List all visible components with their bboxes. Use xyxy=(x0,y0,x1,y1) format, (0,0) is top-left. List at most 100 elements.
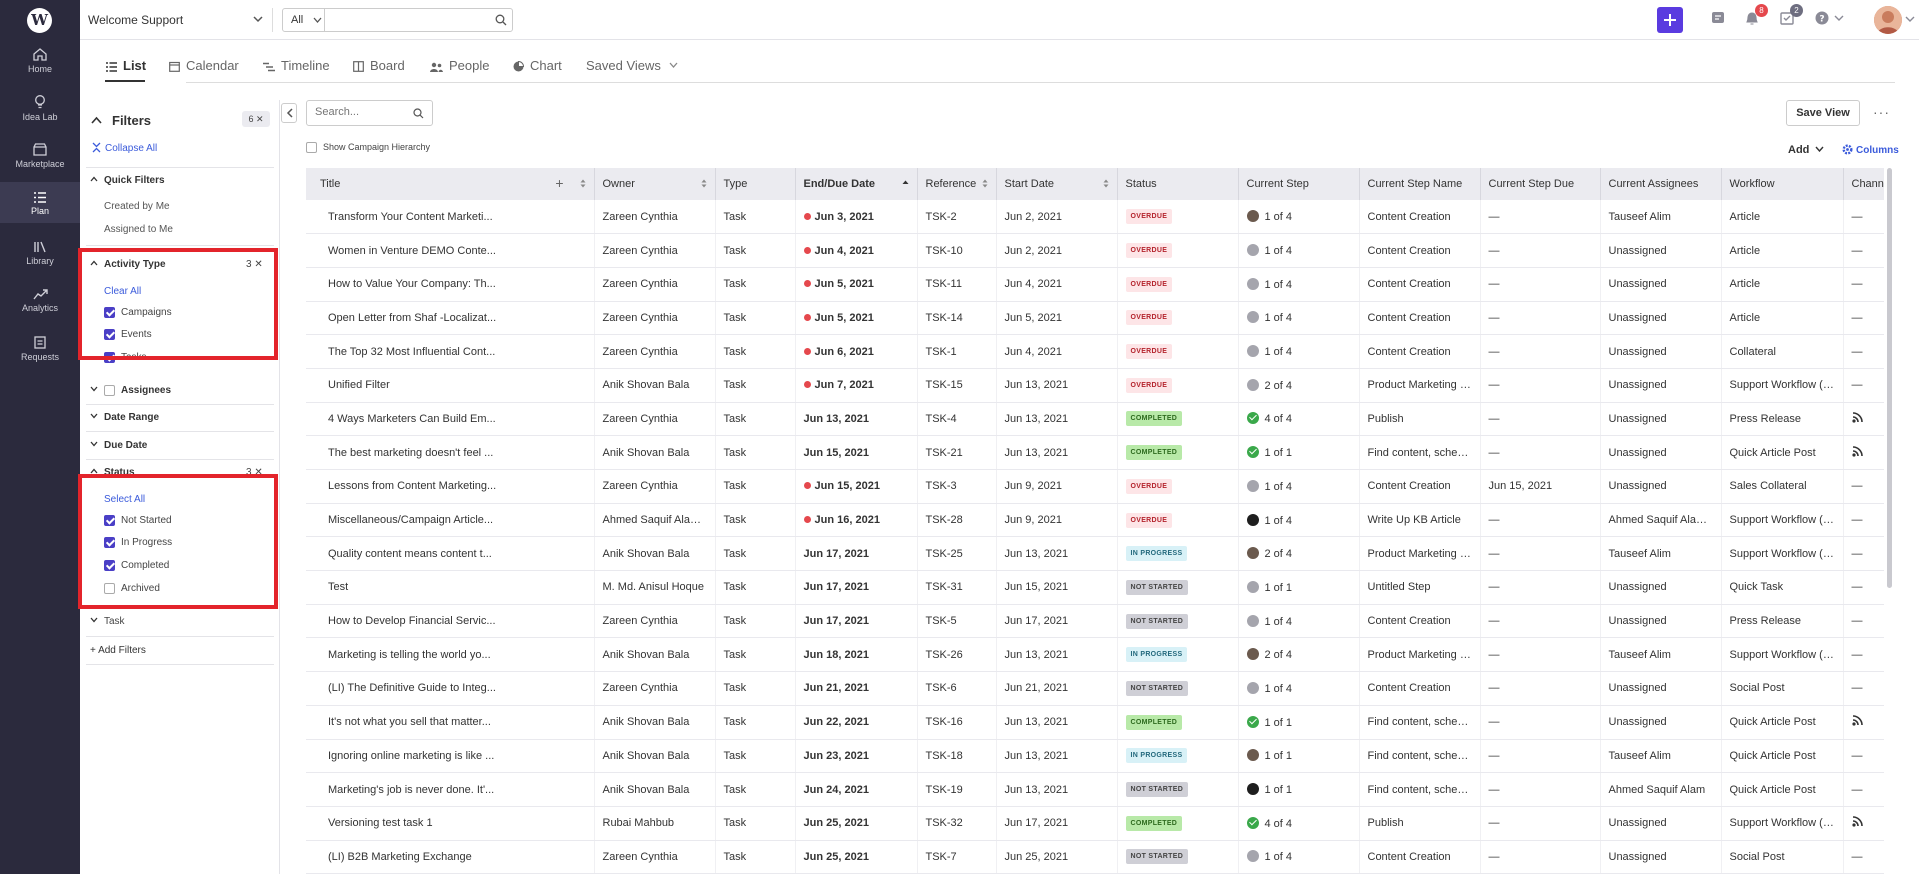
column-header-current-step-due[interactable]: Current Step Due xyxy=(1480,168,1601,200)
quick-filter-assigned-to-me[interactable]: Assigned to Me xyxy=(104,224,173,235)
cell-title[interactable]: Miscellaneous/Campaign Article... xyxy=(306,503,595,538)
column-header-current-assignees[interactable]: Current Assignees xyxy=(1600,168,1722,200)
tab-board[interactable]: Board xyxy=(353,58,405,73)
chevron-down-icon[interactable] xyxy=(252,12,264,26)
search-scope-select[interactable]: All xyxy=(283,9,325,31)
cell-title[interactable]: The Top 32 Most Influential Cont... xyxy=(306,334,595,369)
item-title-link[interactable]: (LI) The Definitive Guide to Integ... xyxy=(328,682,496,695)
table-row[interactable]: 4 Ways Marketers Can Build Em... Zareen C… xyxy=(306,402,1884,437)
column-header-title[interactable]: Title + xyxy=(306,168,595,200)
table-row[interactable]: (LI) B2B Marketing Exchange Zareen Cynthi… xyxy=(306,840,1884,874)
quick-filter-created-by-me[interactable]: Created by Me xyxy=(104,201,170,212)
item-title-link[interactable]: It's not what you sell that matter... xyxy=(328,716,491,729)
table-row[interactable]: Open Letter from Shaf -Localizat... Zaree… xyxy=(306,301,1884,336)
nav-item-plan[interactable]: Plan xyxy=(0,182,80,223)
columns-button[interactable]: Columns xyxy=(1842,144,1899,156)
cell-title[interactable]: Test xyxy=(306,570,595,605)
table-row[interactable]: Lessons from Content Marketing... Zareen … xyxy=(306,469,1884,504)
column-header-owner[interactable]: Owner xyxy=(594,168,716,200)
table-row[interactable]: Miscellaneous/Campaign Article... Ahmed S… xyxy=(306,503,1884,538)
section-date-range[interactable]: Date Range xyxy=(90,412,159,423)
checkbox-campaigns[interactable] xyxy=(104,307,115,318)
help-menu[interactable]: ? xyxy=(1815,11,1845,27)
column-header-status[interactable]: Status xyxy=(1117,168,1239,200)
item-title-link[interactable]: Transform Your Content Marketi... xyxy=(328,210,493,223)
table-row[interactable]: Marketing is telling the world yo... Anik… xyxy=(306,637,1884,673)
section-task[interactable]: Task xyxy=(90,616,125,627)
item-title-link[interactable]: The best marketing doesn't feel ... xyxy=(328,446,494,459)
clear-icon[interactable]: ✕ xyxy=(254,259,263,270)
table-row[interactable]: Versioning test task 1 Rubai Mahbub Task Ju… xyxy=(306,806,1884,841)
nav-item-analytics[interactable]: Analytics xyxy=(0,289,80,319)
user-avatar[interactable] xyxy=(1874,6,1902,34)
clear-all-link[interactable]: Clear All xyxy=(104,286,142,297)
nav-item-home[interactable]: Home xyxy=(0,48,80,78)
item-title-link[interactable]: Ignoring online marketing is like ... xyxy=(328,749,495,762)
cell-title[interactable]: Versioning test task 1 xyxy=(306,806,595,841)
list-search[interactable] xyxy=(306,100,433,126)
tab-timeline[interactable]: Timeline xyxy=(263,58,330,73)
table-row[interactable]: Test M. Md. Anisul Hoque Task Jun 17, 2021 T… xyxy=(306,570,1884,605)
column-header-reference[interactable]: Reference xyxy=(917,168,997,200)
cell-title[interactable]: How to Value Your Company: Th... xyxy=(306,267,595,302)
cell-title[interactable]: 4 Ways Marketers Can Build Em... xyxy=(306,402,595,437)
column-header-channel[interactable]: Channe xyxy=(1843,168,1884,200)
cell-title[interactable]: Open Letter from Shaf -Localizat... xyxy=(306,301,595,336)
item-title-link[interactable]: Test xyxy=(328,581,349,594)
clear-filters-icon[interactable]: ✕ xyxy=(255,114,264,124)
checkbox-events[interactable] xyxy=(104,329,115,340)
cell-title[interactable]: (LI) B2B Marketing Exchange xyxy=(306,840,595,874)
table-row[interactable]: Unified Filter Anik Shovan Bala Task Jun 7,… xyxy=(306,368,1884,403)
cell-title[interactable]: The best marketing doesn't feel ... xyxy=(306,435,595,470)
cell-title[interactable]: Quality content means content t... xyxy=(306,536,595,572)
item-title-link[interactable]: (LI) B2B Marketing Exchange xyxy=(328,850,472,863)
item-title-link[interactable]: How to Value Your Company: Th... xyxy=(328,278,496,291)
nav-item-library[interactable]: Library xyxy=(0,241,80,271)
column-header-start-date[interactable]: Start Date xyxy=(996,168,1118,200)
item-title-link[interactable]: 4 Ways Marketers Can Build Em... xyxy=(328,412,496,425)
item-title-link[interactable]: The Top 32 Most Influential Cont... xyxy=(328,345,496,358)
tab-chart[interactable]: Chart xyxy=(513,58,562,73)
cell-title[interactable]: Women in Venture DEMO Conte... xyxy=(306,233,595,268)
checkbox-show-hierarchy[interactable] xyxy=(306,142,317,153)
checkbox-archived[interactable] xyxy=(104,583,115,594)
add-menu-button[interactable]: Add xyxy=(1788,144,1824,156)
search-icon[interactable] xyxy=(413,108,424,119)
checkbox-assignees[interactable] xyxy=(104,385,115,396)
list-search-input[interactable] xyxy=(315,106,411,118)
table-row[interactable]: The best marketing doesn't feel ... Anik … xyxy=(306,435,1884,470)
collapse-filters-button[interactable] xyxy=(281,103,297,123)
tab-calendar[interactable]: Calendar xyxy=(169,58,239,73)
app-logo[interactable]: W xyxy=(27,8,52,33)
save-view-button[interactable]: Save View xyxy=(1786,100,1860,126)
item-title-link[interactable]: Miscellaneous/Campaign Article... xyxy=(328,514,494,527)
chevron-down-icon[interactable] xyxy=(1905,16,1915,23)
item-title-link[interactable]: Women in Venture DEMO Conte... xyxy=(328,244,496,257)
add-filters-button[interactable]: + Add Filters xyxy=(90,645,146,656)
checkbox-not-started[interactable] xyxy=(104,515,115,526)
item-title-link[interactable]: Open Letter from Shaf -Localizat... xyxy=(328,311,497,324)
cell-title[interactable]: Lessons from Content Marketing... xyxy=(306,469,595,504)
clear-icon[interactable]: ✕ xyxy=(254,467,263,478)
column-header-current-step[interactable]: Current Step xyxy=(1238,168,1360,200)
column-header-type[interactable]: Type xyxy=(715,168,796,200)
workspace-selector[interactable]: Welcome Support xyxy=(88,13,184,27)
item-title-link[interactable]: Marketing is telling the world yo... xyxy=(328,648,491,661)
column-header-due-date[interactable]: End/Due Date xyxy=(795,168,918,200)
search-icon[interactable] xyxy=(495,14,507,26)
table-row[interactable]: The Top 32 Most Influential Cont... Zaree… xyxy=(306,334,1884,369)
collapse-all-link[interactable]: Collapse All xyxy=(92,142,157,154)
notifications-button[interactable]: 8 xyxy=(1745,4,1768,27)
item-title-link[interactable]: Quality content means content t... xyxy=(328,547,492,560)
table-row[interactable]: It's not what you sell that matter... Ani… xyxy=(306,705,1884,740)
checkbox-in-progress[interactable] xyxy=(104,537,115,548)
table-row[interactable]: Marketing's job is never done. It'... Ani… xyxy=(306,772,1884,807)
activity-type-count[interactable]: 3 ✕ xyxy=(246,259,263,270)
table-row[interactable]: How to Develop Financial Servic... Zareen… xyxy=(306,604,1884,639)
cell-title[interactable]: It's not what you sell that matter... xyxy=(306,705,595,740)
my-tasks-button[interactable]: 2 xyxy=(1780,4,1803,27)
item-title-link[interactable]: Versioning test task 1 xyxy=(328,817,433,830)
chevron-up-icon[interactable] xyxy=(91,116,102,124)
section-due-date[interactable]: Due Date xyxy=(90,440,147,451)
cell-title[interactable]: Ignoring online marketing is like ... xyxy=(306,739,595,774)
